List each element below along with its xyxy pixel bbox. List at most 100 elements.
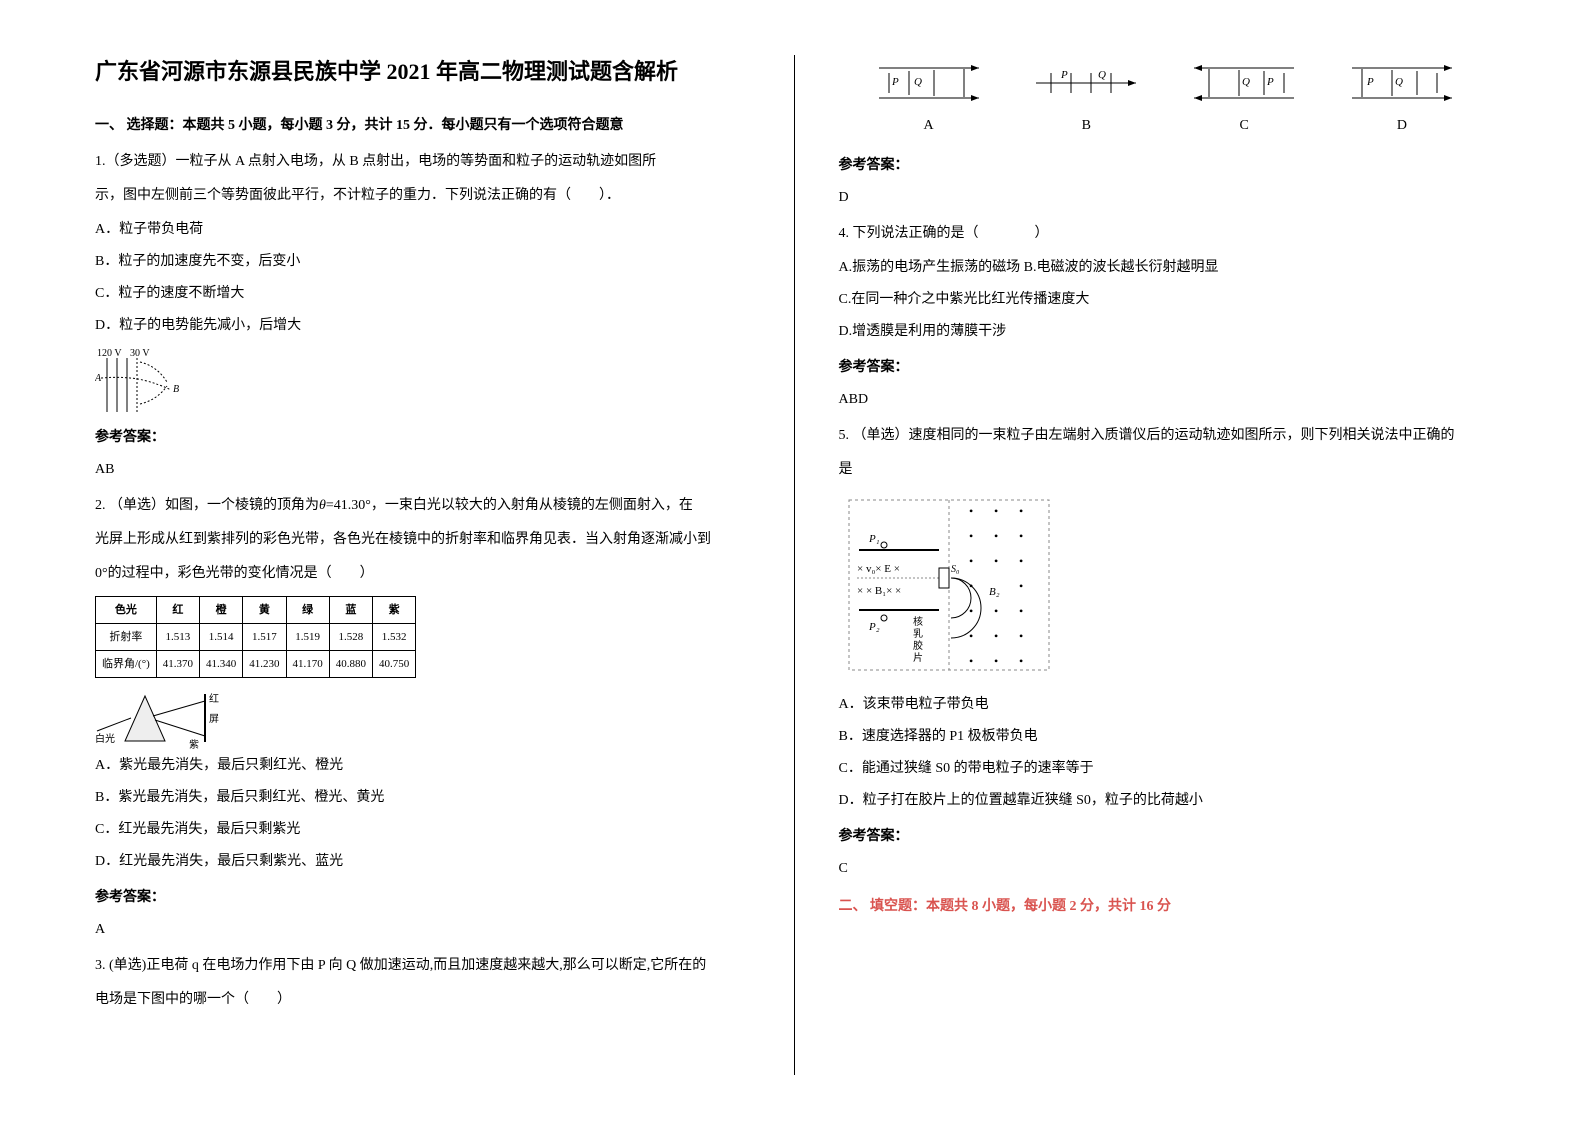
svg-text:Q: Q bbox=[914, 76, 922, 88]
td: 折射率 bbox=[96, 624, 157, 651]
svg-text:× v₀× E ×: × v₀× E × bbox=[857, 563, 900, 575]
th: 绿 bbox=[286, 597, 329, 624]
q3-options-row: P Q A P Q B bbox=[839, 58, 1493, 140]
q2-optD: D．红光最先消失，最后只剩紫光、蓝光 bbox=[95, 848, 749, 876]
q5-line2: 是 bbox=[839, 456, 1493, 484]
q5-line1: 5. （单选）速度相同的一束粒子由左端射入质谱仪后的运动轨迹如图所示，则下列相关… bbox=[839, 422, 1493, 450]
svg-text:•: • bbox=[994, 629, 998, 643]
svg-text:•: • bbox=[994, 504, 998, 518]
svg-text:S₀: S₀ bbox=[951, 564, 960, 575]
svg-text:Q: Q bbox=[1395, 76, 1403, 88]
td: 40.750 bbox=[373, 651, 416, 678]
prism-red-label: 红 bbox=[209, 692, 219, 705]
section1-header: 一、 选择题：本题共 5 小题，每小题 3 分，共计 15 分．每小题只有一个选… bbox=[95, 112, 749, 140]
td: 1.513 bbox=[156, 624, 199, 651]
svg-text:•: • bbox=[994, 554, 998, 568]
opt-label: A bbox=[859, 112, 999, 140]
column-divider bbox=[794, 55, 795, 1075]
svg-text:× × B₁× ×: × × B₁× × bbox=[857, 585, 901, 597]
q5-diagram: P₁ P₂ × v₀× E × × × B₁× × S₀ ••• ••• •••… bbox=[839, 490, 1493, 691]
table-header-row: 色光 红 橙 黄 绿 蓝 紫 bbox=[96, 597, 416, 624]
svg-text:胶: 胶 bbox=[913, 639, 923, 652]
table-row: 折射率 1.513 1.514 1.517 1.519 1.528 1.532 bbox=[96, 624, 416, 651]
q3-line2: 电场是下图中的哪一个（ ） bbox=[95, 986, 749, 1014]
q2-line1: 2. （单选）如图，一个棱镜的顶角为θ=41.30°，一束白光以较大的入射角从棱… bbox=[95, 492, 749, 520]
q1-optC: C．粒子的速度不断增大 bbox=[95, 280, 749, 308]
q3-option-A: P Q A bbox=[859, 58, 999, 140]
q1-line1: 1.（多选题）一粒子从 A 点射入电场，从 B 点射出，电场的等势面和粒子的运动… bbox=[95, 148, 749, 176]
td: 41.340 bbox=[200, 651, 243, 678]
left-column: 广东省河源市东源县民族中学 2021 年高二物理测试题含解析 一、 选择题：本题… bbox=[0, 0, 794, 1122]
q2-answer: A bbox=[95, 916, 749, 944]
q3-option-C: Q P C bbox=[1174, 58, 1314, 140]
q2-optA: A．紫光最先消失，最后只剩红光、橙光 bbox=[95, 752, 749, 780]
q3-option-B: P Q B bbox=[1016, 58, 1156, 140]
q2-stem2: =41.30°，一束白光以较大的入射角从棱镜的左侧面射入，在 bbox=[326, 498, 693, 513]
q1-diagram: 120 V 30 V A B bbox=[95, 346, 215, 416]
label-A-point: A bbox=[95, 373, 102, 384]
q2-line2: 光屏上形成从红到紫排列的彩色光带，各色光在棱镜中的折射率和临界角见表．当入射角逐… bbox=[95, 526, 749, 554]
th: 蓝 bbox=[329, 597, 372, 624]
th: 橙 bbox=[200, 597, 243, 624]
q2-prism-diagram: 白光 红 屏 紫 bbox=[95, 686, 235, 746]
td: 临界角/(°) bbox=[96, 651, 157, 678]
svg-text:•: • bbox=[969, 529, 973, 543]
opt-label: B bbox=[1016, 112, 1156, 140]
svg-text:•: • bbox=[969, 654, 973, 668]
svg-text:片: 片 bbox=[913, 651, 923, 664]
svg-text:P: P bbox=[1060, 69, 1068, 81]
exam-title: 广东省河源市东源县民族中学 2021 年高二物理测试题含解析 bbox=[95, 50, 749, 94]
td: 40.880 bbox=[329, 651, 372, 678]
q4-optC: C.在同一种介之中紫光比红光传播速度大 bbox=[839, 286, 1493, 314]
q2-line3: 0°的过程中，彩色光带的变化情况是（ ） bbox=[95, 560, 749, 588]
prism-white-label: 白光 bbox=[95, 732, 115, 745]
td: 1.528 bbox=[329, 624, 372, 651]
q1-answer: AB bbox=[95, 456, 749, 484]
q2-optC: C．红光最先消失，最后只剩紫光 bbox=[95, 816, 749, 844]
q1-optD: D．粒子的电势能先减小，后增大 bbox=[95, 312, 749, 340]
svg-text:•: • bbox=[1019, 629, 1023, 643]
svg-text:P₁: P₁ bbox=[868, 533, 880, 545]
q4-optAB: A.振荡的电场产生振荡的磁场 B.电磁波的波长越长衍射越明显 bbox=[839, 254, 1493, 282]
q4-answer-label: 参考答案： bbox=[839, 354, 1493, 382]
svg-text:•: • bbox=[994, 654, 998, 668]
svg-text:乳: 乳 bbox=[913, 627, 923, 640]
q2-answer-label: 参考答案： bbox=[95, 884, 749, 912]
q1-optB: B．粒子的加速度先不变，后变小 bbox=[95, 248, 749, 276]
q1-answer-label: 参考答案： bbox=[95, 424, 749, 452]
q3-line1: 3. (单选)正电荷 q 在电场力作用下由 P 向 Q 做加速运动,而且加速度越… bbox=[95, 952, 749, 980]
table-row: 临界角/(°) 41.370 41.340 41.230 41.170 40.8… bbox=[96, 651, 416, 678]
svg-text:核: 核 bbox=[913, 615, 923, 628]
th: 红 bbox=[156, 597, 199, 624]
svg-text:•: • bbox=[994, 529, 998, 543]
q4-optD: D.增透膜是利用的薄膜干涉 bbox=[839, 318, 1493, 346]
q4-stem: 4. 下列说法正确的是（ ） bbox=[839, 220, 1493, 248]
q1-line2: 示，图中左侧前三个等势面彼此平行，不计粒子的重力．下列说法正确的有（ ）． bbox=[95, 182, 749, 210]
right-column: P Q A P Q B bbox=[794, 0, 1587, 1122]
q3-answer: D bbox=[839, 184, 1493, 212]
label-B-point: B bbox=[173, 384, 179, 395]
opt-label: C bbox=[1174, 112, 1314, 140]
th: 色光 bbox=[96, 597, 157, 624]
q2-table: 色光 红 橙 黄 绿 蓝 紫 折射率 1.513 1.514 1.517 1.5… bbox=[95, 596, 416, 678]
svg-text:•: • bbox=[969, 504, 973, 518]
section2-header: 二、 填空题：本题共 8 小题，每小题 2 分，共计 16 分 bbox=[839, 893, 1493, 921]
svg-text:Q: Q bbox=[1242, 76, 1250, 88]
label-120v: 120 V bbox=[97, 348, 122, 359]
q5-optC: C．能通过狭缝 S0 的带电粒子的速率等于 bbox=[839, 755, 1493, 783]
svg-text:•: • bbox=[994, 604, 998, 618]
svg-text:B₂: B₂ bbox=[989, 586, 1000, 598]
prism-purple-label: 紫 bbox=[189, 739, 199, 751]
td: 41.170 bbox=[286, 651, 329, 678]
svg-text:•: • bbox=[1019, 579, 1023, 593]
q5-optD: D．粒子打在胶片上的位置越靠近狭缝 S0，粒子的比荷越小 bbox=[839, 787, 1493, 815]
q1-optA: A．粒子带负电荷 bbox=[95, 216, 749, 244]
q2-optB: B．紫光最先消失，最后只剩红光、橙光、黄光 bbox=[95, 784, 749, 812]
label-30v: 30 V bbox=[130, 348, 150, 359]
q4-answer: ABD bbox=[839, 386, 1493, 414]
q2-stem1: 2. （单选）如图，一个棱镜的顶角为 bbox=[95, 498, 319, 513]
svg-text:P: P bbox=[891, 76, 899, 88]
svg-text:•: • bbox=[1019, 554, 1023, 568]
td: 1.514 bbox=[200, 624, 243, 651]
q3-answer-label: 参考答案： bbox=[839, 152, 1493, 180]
